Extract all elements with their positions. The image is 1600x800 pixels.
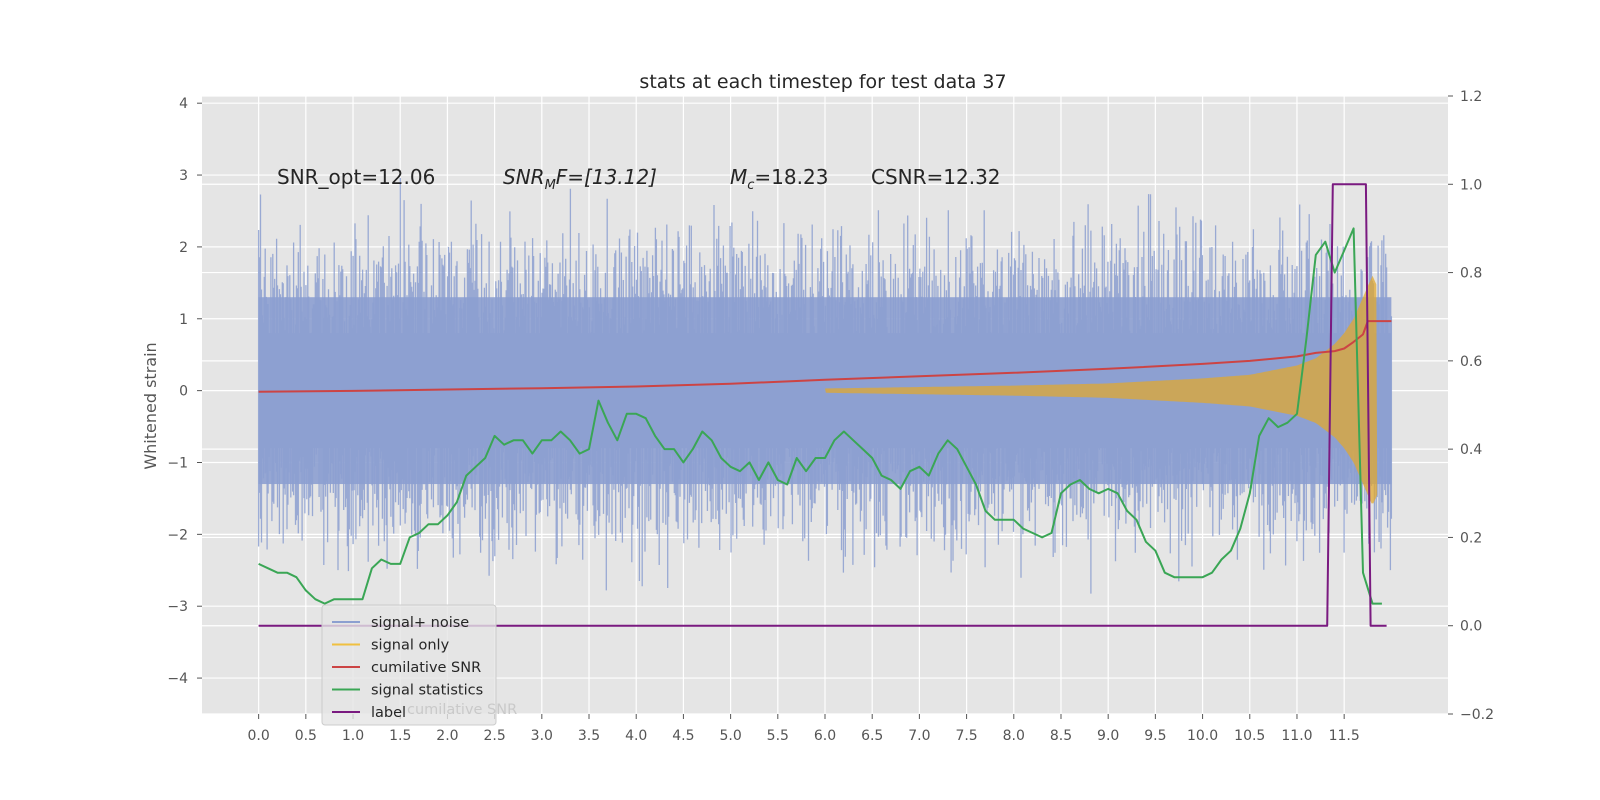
y-axis-label: Whitened strain	[141, 342, 160, 469]
legend-items: signal+ noise signal only cumilative SNR si…	[332, 615, 483, 721]
x-tick-label: 7.0	[908, 728, 930, 744]
legend-label: cumilative SNR	[371, 660, 481, 676]
y-left-tick-label: 4	[179, 96, 188, 112]
x-tick-label: 7.5	[955, 728, 977, 744]
legend-label: signal only	[371, 638, 450, 654]
annotation-snr-mf: SNRMF=[13.12]	[503, 165, 657, 193]
y-left-tick-label: 1	[179, 312, 188, 328]
y-right-tick-label: 0.2	[1460, 530, 1482, 546]
x-tick-label: 1.5	[389, 728, 411, 744]
y-left-tick-label: 0	[179, 384, 188, 400]
x-tick-label: 8.0	[1003, 728, 1025, 744]
legend-label: signal statistics	[371, 683, 483, 699]
y-left-tick-label: 3	[179, 168, 188, 184]
x-tick-label: 9.5	[1144, 728, 1166, 744]
x-tick-label: 4.5	[672, 728, 694, 744]
y-left-tick-label: −1	[167, 455, 188, 471]
series-layer	[257, 178, 1393, 627]
x-tick-label: 2.0	[436, 728, 458, 744]
annotation-csnr: CSNR=12.32	[871, 165, 1001, 189]
x-tick-label: 0.0	[248, 728, 270, 744]
x-tick-label: 9.0	[1097, 728, 1119, 744]
y-left-tick-label: 2	[179, 240, 188, 256]
y-right-tick-label: 0.8	[1460, 266, 1482, 282]
legend-ghost-text: cumilative SNR	[407, 702, 517, 718]
series-signal-only	[825, 275, 1378, 504]
annotation-mc: Mc=18.23	[730, 165, 828, 193]
x-tick-label: 2.5	[483, 728, 505, 744]
legend-box	[321, 604, 497, 726]
y-left-tick-label: −3	[167, 599, 188, 615]
x-tick-label: 5.0	[719, 728, 741, 744]
x-tick-label: 6.0	[814, 728, 836, 744]
y-right-tick-label: 0.0	[1460, 619, 1482, 635]
y-right-tick-label: 1.0	[1460, 177, 1482, 193]
y-left-tick-label: −2	[167, 527, 188, 543]
axes-layer: 0.0 0.5 1.0 1.5 2.0 2.5 3.0 3.5 4.0 4.5 5.0 5.5 6.0 6…	[167, 89, 1494, 744]
x-tick-label: 4.0	[625, 728, 647, 744]
x-tick-label: 3.0	[531, 728, 553, 744]
series-label	[258, 183, 1387, 627]
x-tick-label: 10.5	[1234, 728, 1265, 744]
x-tick-label: 11.0	[1281, 728, 1312, 744]
x-tick-label: 3.5	[578, 728, 600, 744]
legend-label: signal+ noise	[371, 615, 469, 631]
x-tick-label: 11.5	[1329, 728, 1360, 744]
legend: signal+ noise signal only cumilative SNR si…	[321, 604, 517, 726]
x-tick-label: 6.5	[861, 728, 883, 744]
legend-label: label	[371, 705, 406, 721]
x-tick-label: 0.5	[295, 728, 317, 744]
y-right-tick-label: −0.2	[1460, 707, 1494, 723]
x-tick-label: 8.5	[1050, 728, 1072, 744]
y-right-tick-label: 0.4	[1460, 442, 1482, 458]
y-right-tick-label: 1.2	[1460, 89, 1482, 105]
annotation-snr-opt: SNR_opt=12.06	[277, 165, 435, 189]
x-tick-label: 1.0	[342, 728, 364, 744]
y-right-tick-label: 0.6	[1460, 354, 1482, 370]
x-tick-label: 10.0	[1187, 728, 1218, 744]
chart-title: stats at each timestep for test data 37	[639, 71, 1006, 93]
x-tick-label: 5.5	[767, 728, 789, 744]
series-cumilative-snr	[258, 320, 1392, 393]
y-left-tick-label: −4	[167, 671, 188, 687]
series-signal-statistics	[258, 227, 1382, 605]
